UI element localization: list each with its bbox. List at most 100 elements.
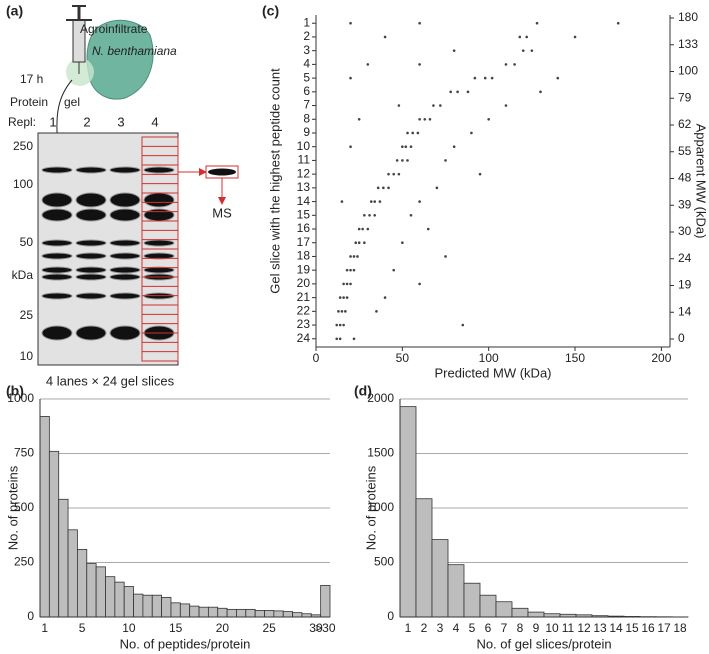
x-tick-label: 15 [169, 621, 183, 635]
lane-label: 4 [151, 114, 158, 129]
point [369, 200, 373, 203]
annotation: 17 h [20, 72, 43, 86]
y2-tick-label: 100 [678, 64, 698, 78]
slices [142, 145, 178, 353]
lane-label: 1 [49, 114, 56, 129]
caption: 4 lanes × 24 gel slices [46, 373, 175, 388]
bar [142, 594, 153, 618]
gel-tick-label: 100 [13, 177, 33, 191]
gel-tick-label: 10 [20, 349, 34, 363]
point [616, 21, 620, 25]
y-tick-label: 20 [297, 276, 311, 290]
point [395, 159, 399, 162]
point [470, 131, 473, 135]
y-tick-label: 6 [303, 84, 310, 98]
band [41, 266, 73, 274]
panel-a: (a) Agroinfiltrate N. benthamiana 17 h P… [6, 3, 239, 388]
point [397, 104, 401, 107]
y2-tick-label: 24 [678, 251, 692, 265]
point [404, 145, 408, 149]
point [349, 145, 352, 149]
y-tick-label: 13 [297, 180, 311, 194]
annotation: N. benthamiana [92, 44, 177, 58]
x-tick-label: 200 [651, 351, 671, 365]
panel-label: (c) [262, 3, 279, 19]
band [109, 252, 141, 260]
point [409, 213, 413, 217]
point [416, 131, 420, 135]
y2-tick-label: 14 [678, 304, 692, 318]
point [401, 145, 404, 149]
band [143, 192, 175, 208]
point [397, 172, 401, 176]
bar [39, 416, 50, 618]
annotation: Protein [10, 95, 48, 109]
bar [254, 610, 265, 618]
x-tick-label: 4 [453, 621, 460, 635]
x-tick-label: 25 [263, 621, 277, 635]
y-tick-label: 19 [297, 262, 311, 276]
bar [217, 607, 228, 618]
band [75, 325, 107, 341]
band [208, 168, 236, 176]
point [352, 255, 356, 258]
point [387, 186, 390, 190]
point [345, 296, 349, 299]
bands [41, 166, 175, 341]
point [337, 310, 340, 313]
infiltration-spot [66, 58, 94, 86]
point [466, 90, 470, 94]
x-tick-label: 150 [565, 351, 585, 365]
point [340, 200, 344, 203]
y2-tick-label: 39 [678, 197, 692, 211]
y-tick-label: 500 [374, 555, 394, 569]
annotation: Repl: [8, 115, 36, 129]
y2-tick-label: 30 [678, 224, 692, 238]
point [368, 213, 371, 217]
x-axis-label: Predicted MW (kDa) [434, 365, 551, 380]
point [335, 323, 339, 327]
x-tick-label: 16 [641, 621, 655, 635]
point [556, 76, 560, 80]
band [109, 292, 141, 300]
x-tick-label: 12 [577, 621, 591, 635]
point [444, 159, 447, 162]
y2-tick-label: 180 [678, 10, 698, 24]
point [483, 76, 487, 80]
x-tick-label: 15 [625, 621, 639, 635]
annotation: MS [212, 205, 232, 220]
y-tick-label: 3 [303, 43, 310, 57]
point [338, 337, 342, 341]
point [487, 117, 490, 121]
band [143, 166, 175, 174]
y-axis-label: No. of proteins [5, 465, 20, 550]
point [418, 21, 421, 25]
point [366, 63, 370, 66]
bar [48, 450, 60, 618]
x-tick-label: 11 [562, 621, 575, 635]
band [143, 208, 175, 222]
x-tick-label: 10 [545, 621, 559, 635]
point [439, 104, 442, 107]
x-tick-label: 14 [609, 621, 623, 635]
x-tick-label: 50 [396, 351, 410, 365]
x-tick-label: 18 [673, 621, 687, 635]
band [75, 266, 107, 274]
point [435, 186, 439, 190]
y-tick-label: 5 [303, 70, 310, 84]
band [41, 325, 73, 341]
band [109, 266, 141, 274]
y2-tick-label: 19 [678, 278, 692, 292]
x-tick-label: >30 [315, 621, 336, 635]
band [75, 252, 107, 260]
y-tick-label: 21 [297, 290, 311, 304]
point [418, 117, 421, 121]
y-tick-label: 500 [14, 500, 34, 514]
bar [179, 603, 191, 618]
point [349, 21, 352, 25]
point [376, 186, 380, 190]
point [342, 323, 345, 327]
band [41, 166, 73, 174]
point [401, 241, 404, 245]
